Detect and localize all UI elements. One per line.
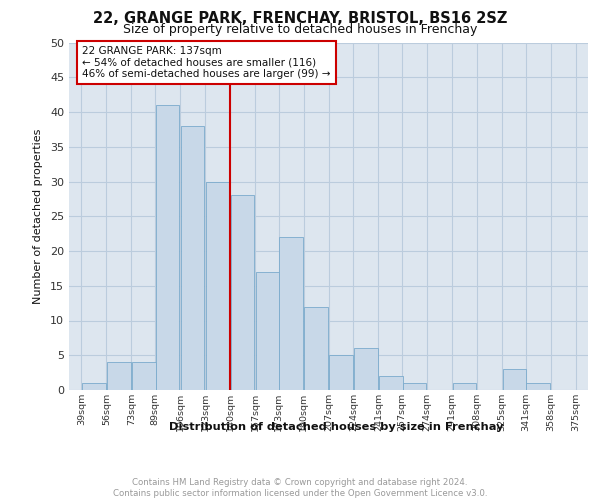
Text: 22 GRANGE PARK: 137sqm
← 54% of detached houses are smaller (116)
46% of semi-de: 22 GRANGE PARK: 137sqm ← 54% of detached… bbox=[82, 46, 331, 79]
Bar bbox=[526, 383, 550, 390]
Text: Contains HM Land Registry data © Crown copyright and database right 2024.
Contai: Contains HM Land Registry data © Crown c… bbox=[113, 478, 487, 498]
Bar bbox=[256, 272, 280, 390]
Bar bbox=[132, 362, 156, 390]
Bar bbox=[379, 376, 403, 390]
Bar bbox=[403, 383, 427, 390]
Bar bbox=[181, 126, 205, 390]
Bar bbox=[155, 105, 179, 390]
Y-axis label: Number of detached properties: Number of detached properties bbox=[33, 128, 43, 304]
Bar bbox=[82, 383, 106, 390]
Bar bbox=[206, 182, 229, 390]
Text: Size of property relative to detached houses in Frenchay: Size of property relative to detached ho… bbox=[123, 22, 477, 36]
Bar bbox=[107, 362, 131, 390]
Bar bbox=[452, 383, 476, 390]
Text: Distribution of detached houses by size in Frenchay: Distribution of detached houses by size … bbox=[169, 422, 503, 432]
Bar bbox=[329, 355, 353, 390]
Text: 22, GRANGE PARK, FRENCHAY, BRISTOL, BS16 2SZ: 22, GRANGE PARK, FRENCHAY, BRISTOL, BS16… bbox=[93, 11, 507, 26]
Bar bbox=[503, 369, 526, 390]
Bar bbox=[354, 348, 378, 390]
Bar bbox=[230, 196, 254, 390]
Bar bbox=[279, 237, 303, 390]
Bar bbox=[304, 306, 328, 390]
